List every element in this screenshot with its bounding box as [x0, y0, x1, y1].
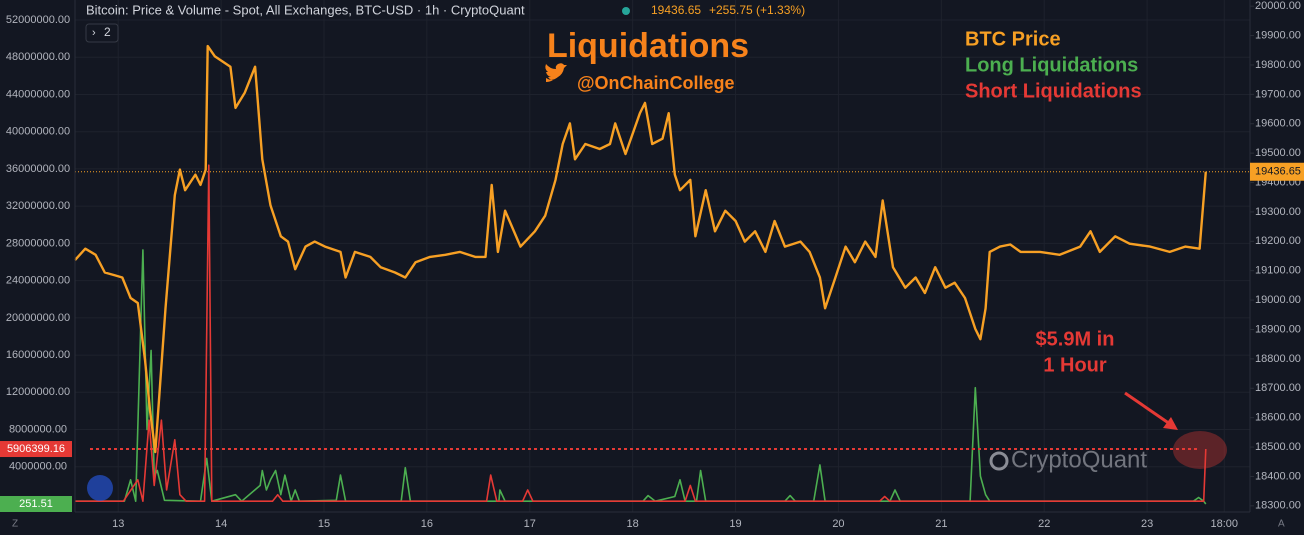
y2-tick-label: 18700.00	[1255, 382, 1301, 394]
y2-tick-label: 19900.00	[1255, 29, 1301, 41]
y2-tick-label: 20000.00	[1255, 0, 1301, 12]
logo	[87, 475, 113, 501]
y2-tick-label: 19600.00	[1255, 118, 1301, 130]
series-line	[74, 44, 1207, 454]
y2-tick-label: 19700.00	[1255, 88, 1301, 100]
price-tag-label: 19436.65	[1255, 166, 1301, 178]
x-tick-label: 22	[1038, 518, 1050, 530]
annotation-arrow	[1124, 391, 1171, 426]
value-tag	[0, 441, 72, 458]
y2-tick-label: 19500.00	[1255, 147, 1301, 159]
status-dot	[622, 7, 630, 15]
y-tick-label: 40000000.00	[6, 126, 70, 138]
y2-tick-label: 19300.00	[1255, 206, 1301, 218]
y-tick-label: 12000000.00	[6, 386, 70, 398]
series-line	[75, 164, 1207, 502]
legend-entry: Short Liquidations	[965, 80, 1142, 102]
watermark-logo	[989, 451, 1009, 471]
y-tick-label: 24000000.00	[6, 275, 70, 287]
x-tick-label: 21	[935, 518, 947, 530]
header: Bitcoin: Price & Volume - Spot, All Exch…	[86, 2, 525, 17]
value-tag-label: 251.51	[19, 498, 53, 510]
legend-entry: Long Liquidations	[965, 54, 1138, 76]
price-tag	[1250, 162, 1304, 181]
indicator-arrow: ›	[92, 27, 96, 39]
y-tick-label: 48000000.00	[6, 51, 70, 63]
y-tick-label: 28000000.00	[6, 237, 70, 249]
y2-tick-label: 18500.00	[1255, 441, 1301, 453]
y2-tick-label: 19100.00	[1255, 265, 1301, 277]
plot	[74, 44, 1250, 505]
y-tick-label: 16000000.00	[6, 349, 70, 361]
y-tick-label: 20000000.00	[6, 312, 70, 324]
x-tick-label: 17	[524, 518, 536, 530]
corner-left[interactable]: Z	[12, 519, 18, 530]
x-tick-label: 19	[729, 518, 741, 530]
x-tick-label: 18	[627, 518, 639, 530]
x-tick-label: 16	[421, 518, 433, 530]
header-price: 19436.65	[651, 3, 701, 17]
title: Liquidations	[547, 27, 749, 65]
watermark: CryptoQuant	[1011, 446, 1147, 473]
x-tick-label: 15	[318, 518, 330, 530]
annotation: $5.9M in	[1036, 328, 1115, 350]
legend-entry: BTC Price	[965, 28, 1061, 50]
x-tick-label: 18:00	[1211, 518, 1239, 530]
x-tick-label: 20	[832, 518, 844, 530]
y2-tick-label: 19800.00	[1255, 59, 1301, 71]
twitter-icon	[545, 63, 567, 82]
y-tick-label: 44000000.00	[6, 88, 70, 100]
x-tick-label: 13	[112, 518, 124, 530]
indicator-count[interactable]: 2	[104, 25, 111, 39]
y-tick-label: 36000000.00	[6, 163, 70, 175]
y2-tick-label: 18800.00	[1255, 353, 1301, 365]
x-tick-label: 14	[215, 518, 227, 530]
y2-tick-label: 18900.00	[1255, 323, 1301, 335]
annotation-arrowhead	[1163, 417, 1178, 430]
value-tag	[0, 496, 72, 512]
y2-tick-label: 18400.00	[1255, 470, 1301, 482]
corner-right[interactable]: A	[1278, 519, 1285, 530]
y2-tick-label: 19200.00	[1255, 235, 1301, 247]
annotation: 1 Hour	[1043, 354, 1107, 376]
subtitle: @OnChainCollege	[577, 73, 735, 93]
grid	[75, 0, 1250, 512]
x-tick-label: 23	[1141, 518, 1153, 530]
y2-tick-label: 18300.00	[1255, 500, 1301, 512]
y2-tick-label: 19000.00	[1255, 294, 1301, 306]
header-change: +255.75 (+1.33%)	[709, 3, 805, 17]
value-tag-label: 5906399.16	[7, 443, 65, 455]
y-tick-label: 8000000.00	[9, 423, 67, 435]
y-tick-label: 32000000.00	[6, 200, 70, 212]
y-tick-label: 4000000.00	[9, 461, 67, 473]
y-tick-label: 52000000.00	[6, 14, 70, 26]
y2-tick-label: 18600.00	[1255, 412, 1301, 424]
indicator-toggle[interactable]	[85, 23, 119, 43]
highlight	[1173, 431, 1227, 469]
